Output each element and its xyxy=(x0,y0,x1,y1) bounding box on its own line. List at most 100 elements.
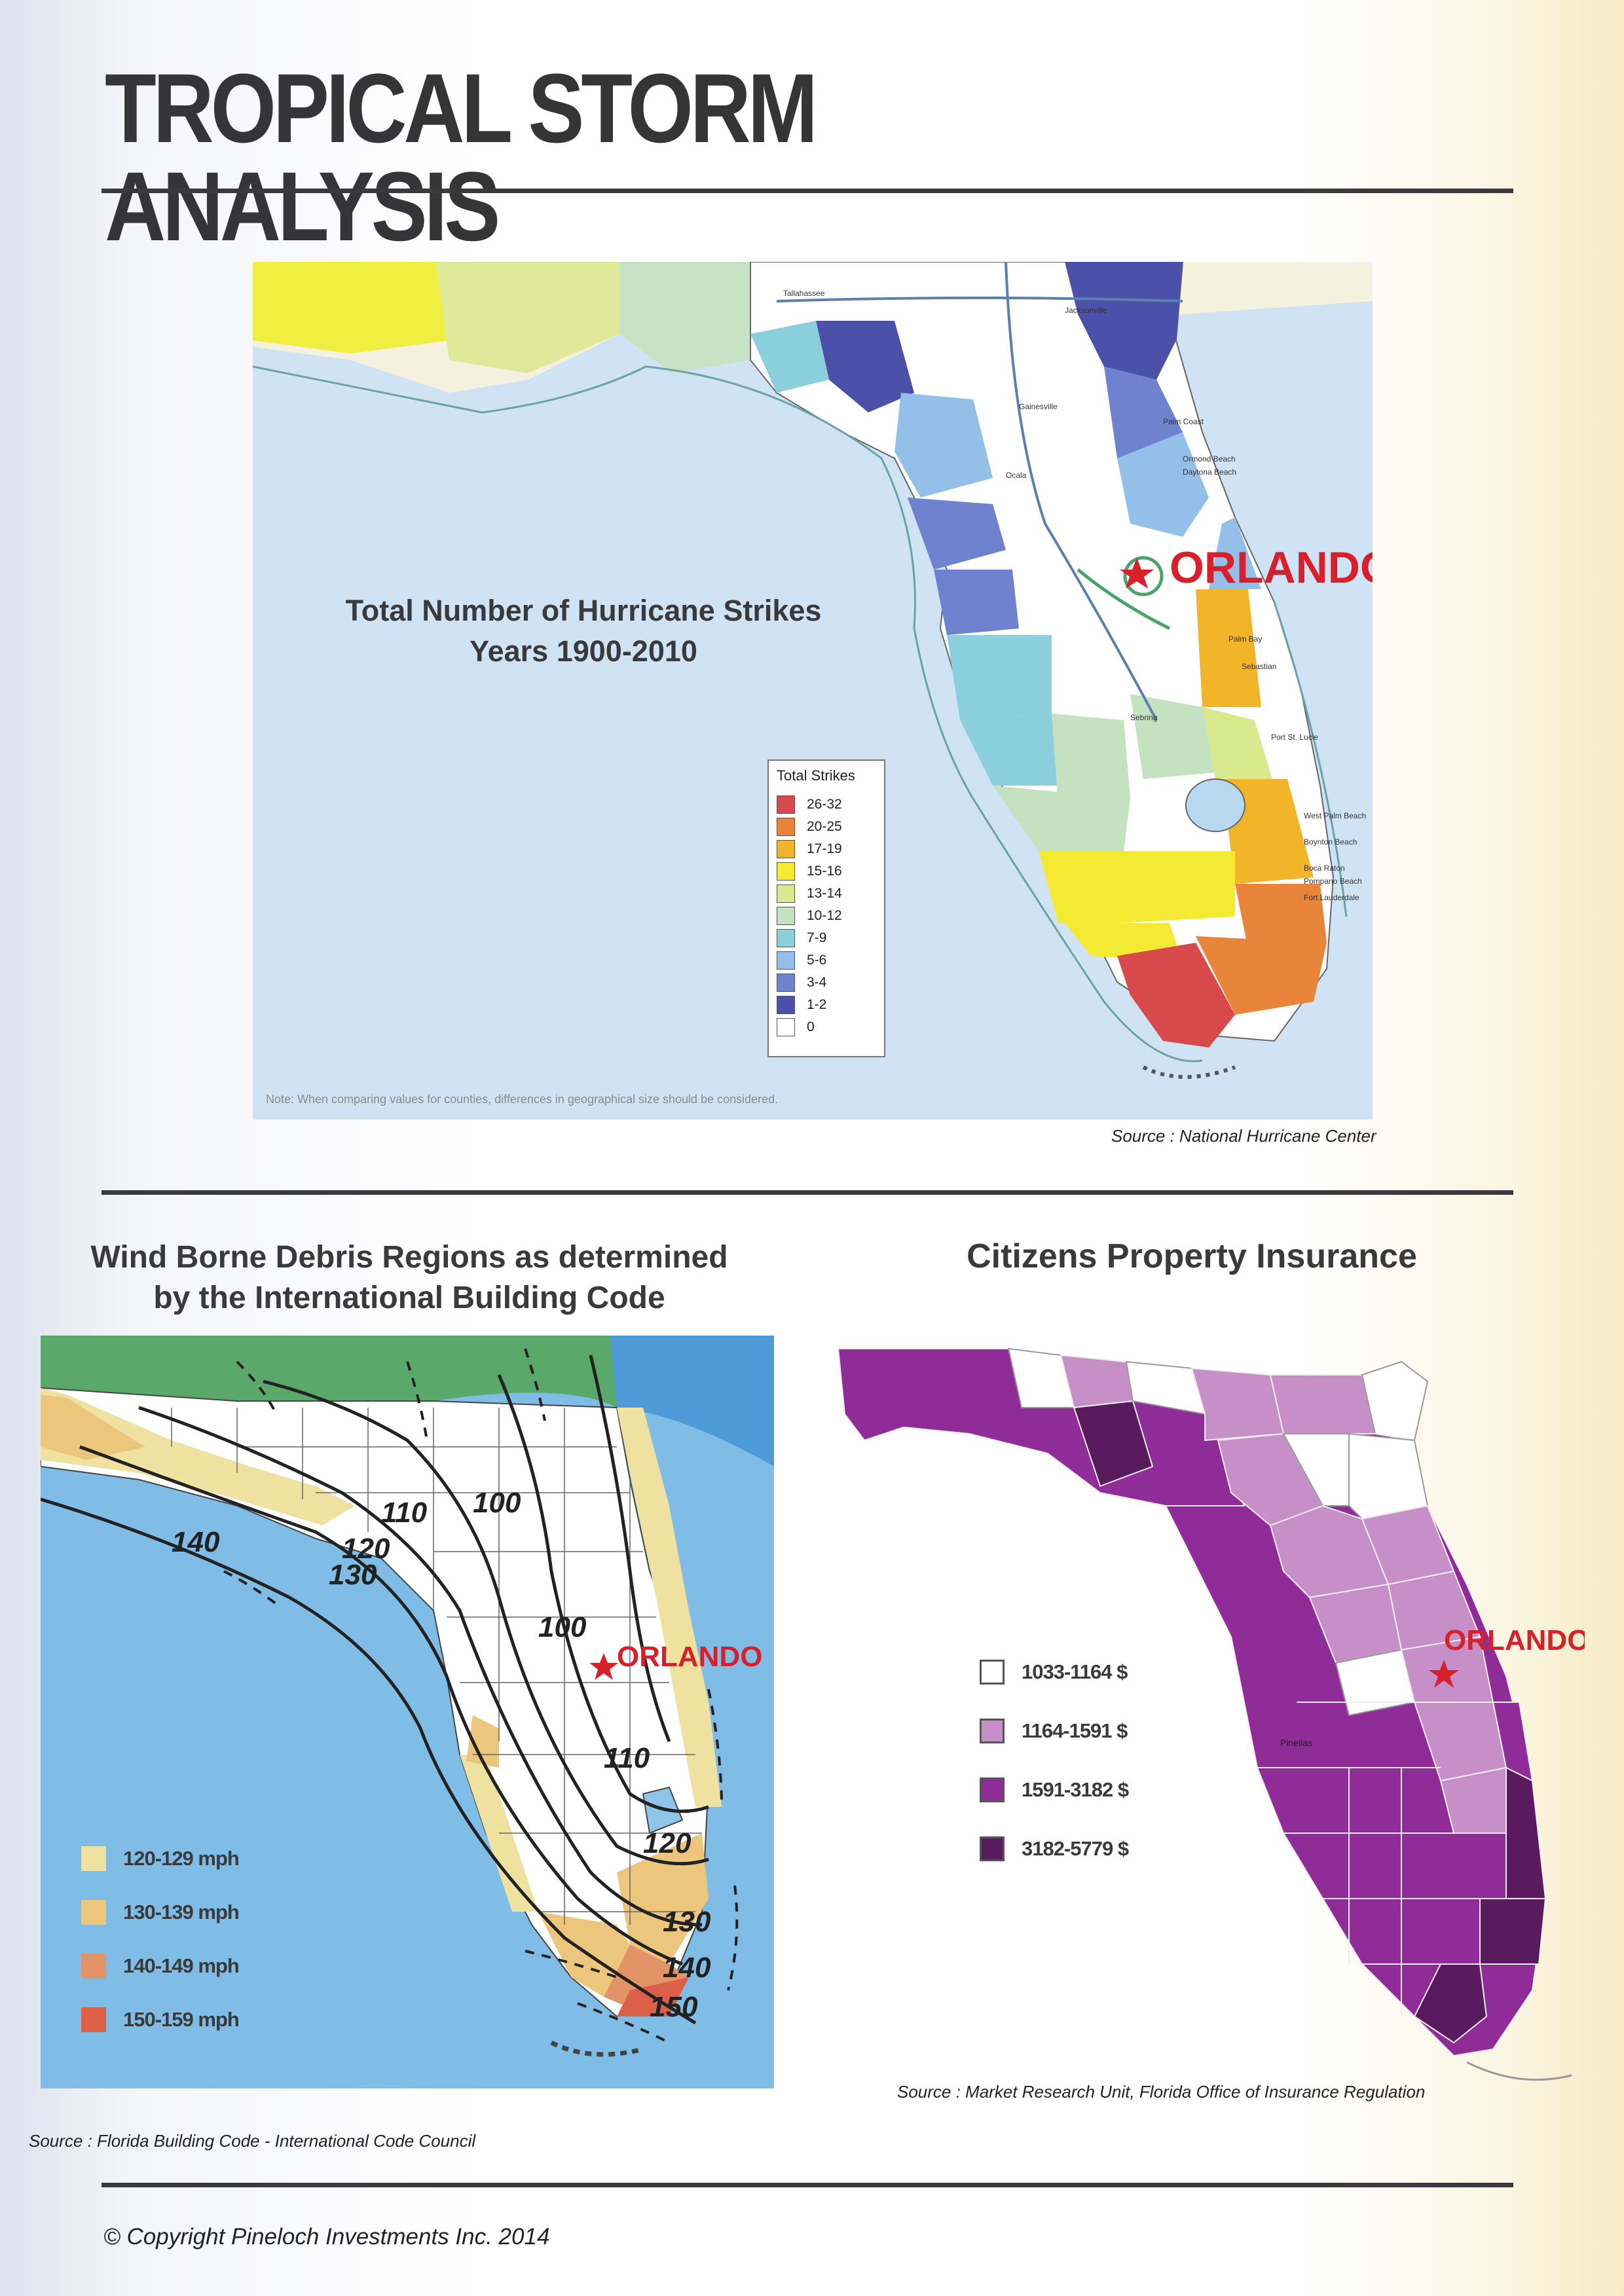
legend-item: 0 xyxy=(777,1016,876,1038)
place-label: Sebring xyxy=(1130,713,1157,722)
contour-label: 130 xyxy=(329,1559,377,1591)
map1-note: Note: When comparing values for counties… xyxy=(266,1093,778,1106)
legend-swatch xyxy=(81,1954,106,1978)
map1-source: Source : National Hurricane Center xyxy=(1111,1126,1376,1146)
legend-swatch xyxy=(81,1846,106,1871)
legend-item: 130-139 mph xyxy=(81,1900,240,1925)
legend-item: 140-149 mph xyxy=(81,1954,240,1978)
legend-label: 1591-3182 $ xyxy=(1022,1778,1129,1801)
legend-swatch xyxy=(81,1900,106,1925)
contour-label: 110 xyxy=(604,1742,650,1774)
wind-contour-labels: 100 110 120 130 140 100 110 120 130 140 … xyxy=(172,1487,711,2023)
legend-label: 150-159 mph xyxy=(123,2008,240,2031)
place-label: Pompano Beach xyxy=(1304,877,1362,886)
legend-item: 1591-3182 $ xyxy=(980,1777,1129,1802)
orlando-label: ORLANDO xyxy=(617,1641,762,1673)
legend-label: 130-139 mph xyxy=(123,1901,240,1923)
copyright: © Copyright Pineloch Investments Inc. 20… xyxy=(103,2224,550,2250)
legend-swatch xyxy=(777,862,795,881)
contour-label: 130 xyxy=(663,1906,711,1938)
map1-place-labels: Jacksonville Gainesville Ocala Palm Coas… xyxy=(783,289,1366,902)
contour-label: 150 xyxy=(650,1991,698,2023)
legend-swatch xyxy=(777,929,795,947)
map1-title-line1: Total Number of Hurricane Strikes xyxy=(346,594,822,627)
section-divider xyxy=(101,1190,1513,1195)
title-divider xyxy=(101,189,1513,193)
legend-label: 1-2 xyxy=(807,997,827,1012)
wind-debris-map: 100 110 120 130 140 100 110 120 130 140 … xyxy=(41,1336,774,2088)
legend-item: 150-159 mph xyxy=(81,2007,240,2032)
citizens-legend: 1033-1164 $ 1164-1591 $ 1591-3182 $ 3182-57… xyxy=(980,1660,1129,1895)
map3-source: Source : Market Research Unit, Florida O… xyxy=(897,2082,1426,2102)
legend-item: 120-129 mph xyxy=(81,1846,240,1871)
place-label: Fort Lauderdale xyxy=(1304,893,1359,902)
legend-item: 1164-1591 $ xyxy=(980,1719,1128,1743)
place-label: Daytona Beach xyxy=(1183,467,1236,477)
place-label: Jacksonville xyxy=(1065,306,1107,315)
hurricane-strikes-map-graphic: ORLANDO Total Number of Hurricane Strike… xyxy=(253,262,1373,1106)
legend-label: 15-16 xyxy=(807,864,842,879)
map2-source: Source : Florida Building Code - Interna… xyxy=(29,2131,476,2151)
citizens-insurance-map-graphic: ORLANDO Pinellas xyxy=(837,1347,1589,2081)
legend-swatch xyxy=(980,1719,1005,1743)
legend-label: 120-129 mph xyxy=(123,1847,240,1870)
legend-swatch xyxy=(777,840,795,858)
legend-label: 20-25 xyxy=(807,819,842,834)
legend-item: 3-4 xyxy=(777,972,876,994)
legend-swatch xyxy=(777,884,795,903)
legend-item: 1-2 xyxy=(777,994,876,1016)
citizens-insurance-map: ORLANDO Pinellas 1033-1164 $1164-1591 $1… xyxy=(825,1336,1589,2108)
contour-label: 120 xyxy=(643,1827,692,1859)
place-label: West Palm Beach xyxy=(1304,811,1366,820)
place-label: Gainesville xyxy=(1019,402,1058,411)
legend-item: 10-12 xyxy=(777,905,876,927)
legend-label: 1033-1164 $ xyxy=(1022,1660,1128,1683)
legend-swatch xyxy=(777,907,795,925)
legend-swatch xyxy=(777,795,795,814)
contour-label: 140 xyxy=(172,1526,220,1558)
map3-title: Citizens Property Insurance xyxy=(967,1237,1417,1275)
place-label: Boynton Beach xyxy=(1304,837,1357,847)
legend-label: 13-14 xyxy=(807,886,842,901)
legend-swatch xyxy=(980,1660,1005,1685)
legend-swatch xyxy=(777,996,795,1014)
page-title: TROPICAL STORM ANALYSIS xyxy=(105,53,818,261)
map1-title-line2: Years 1900-2010 xyxy=(470,634,697,668)
legend-label: 7-9 xyxy=(807,930,827,945)
contour-label: 140 xyxy=(663,1952,711,1984)
legend-item: 3182-5779 $ xyxy=(980,1836,1129,1861)
legend-swatch xyxy=(777,951,795,970)
legend-item: 13-14 xyxy=(777,883,876,905)
place-label: Palm Coast xyxy=(1163,417,1204,426)
legend-label: 0 xyxy=(807,1019,815,1034)
legend-swatch xyxy=(980,1777,1005,1802)
map2-title: Wind Borne Debris Regions as determined … xyxy=(65,1237,753,1319)
legend-swatch xyxy=(777,1018,795,1036)
legend-swatch xyxy=(81,2007,106,2032)
place-label: Palm Bay xyxy=(1228,634,1262,644)
orlando-label: ORLANDO xyxy=(1444,1624,1585,1656)
legend-label: 140-149 mph xyxy=(123,1954,240,1977)
place-label: Port St. Lucie xyxy=(1271,733,1318,742)
hurricane-strikes-map: ORLANDO Total Number of Hurricane Strike… xyxy=(253,262,1373,1120)
contour-label: 100 xyxy=(473,1487,521,1519)
contour-label: 120 xyxy=(342,1533,390,1565)
map2-title-line2: by the International Building Code xyxy=(153,1281,665,1315)
orlando-star-icon xyxy=(1429,1660,1459,1688)
legend-item: 20-25 xyxy=(777,816,876,838)
legend-swatch xyxy=(777,974,795,992)
contour-label: 100 xyxy=(538,1611,587,1643)
orlando-star-icon xyxy=(1120,558,1154,589)
contour-label: 110 xyxy=(381,1497,428,1529)
legend-swatch xyxy=(777,818,795,836)
legend-swatch xyxy=(980,1836,1005,1861)
legend-label: 1164-1591 $ xyxy=(1022,1719,1128,1742)
legend-item: 26-32 xyxy=(777,793,876,816)
legend-item: 17-19 xyxy=(777,838,876,860)
legend-label: 3182-5779 $ xyxy=(1022,1837,1129,1860)
strikes-legend: Total Strikes 26-32 20-25 17-19 15-16 13-14 1… xyxy=(767,759,885,1057)
debris-legend: 120-129 mph 130-139 mph 140-149 mph 150-159… xyxy=(81,1846,240,2061)
footer-divider xyxy=(101,2183,1513,2187)
legend-label: 10-12 xyxy=(807,908,842,923)
place-label: Sebastian xyxy=(1242,662,1276,671)
